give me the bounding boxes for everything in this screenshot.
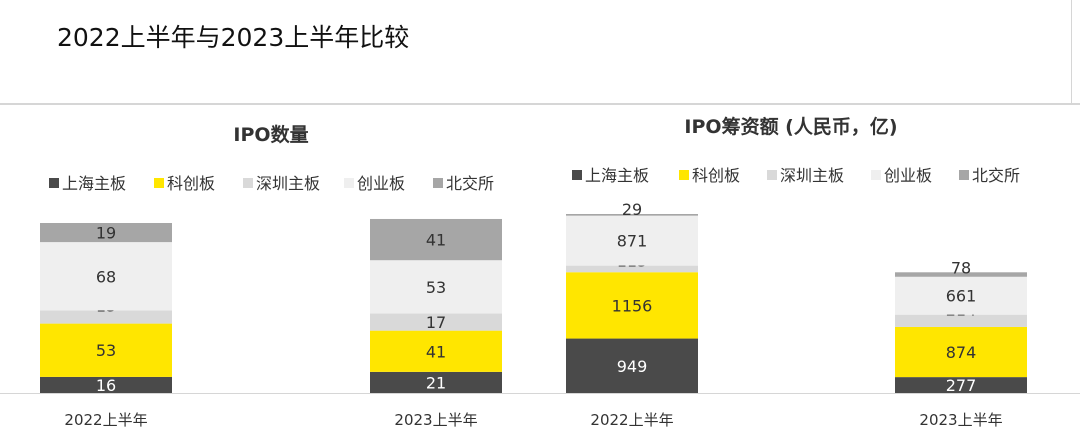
data-label: 1156 [612,296,653,315]
bar-segment [370,313,502,331]
bar-segment [370,218,502,261]
data-label: 29 [622,200,642,219]
data-label: 17 [426,313,446,332]
legend-label: 上海主板 [62,174,126,193]
bar-segment [895,314,1027,327]
legend-label: 深圳主板 [780,166,844,185]
legend-swatch [433,178,443,188]
bar-segment [895,272,1027,277]
data-label: 19 [96,224,116,243]
legend-swatch [959,170,969,180]
legend-swatch [243,178,253,188]
category-label: 2023上半年 [394,411,477,429]
page-title: 2022上半年与2023上半年比较 [57,23,410,52]
bar-segment [566,265,698,273]
bar-segment [895,326,1027,378]
category-label: 2022上半年 [64,411,147,429]
data-label: 41 [426,342,446,361]
bar-segment [895,377,1027,393]
bar-segment [40,223,172,243]
legend-swatch [154,178,164,188]
bar-segment [566,272,698,339]
data-label: 53 [426,278,446,297]
header-panel-edge [1071,0,1072,103]
bar-segment [566,215,698,266]
bar-segment [895,276,1027,315]
category-label: 2023上半年 [919,411,1002,429]
legend-swatch [679,170,689,180]
legend-label: 创业板 [884,166,932,185]
data-label: 78 [951,258,971,277]
legend-label: 深圳主板 [256,174,320,193]
bar-segment [370,330,502,372]
bar-segment [40,310,172,324]
data-label: 21 [426,373,446,392]
legend-label: 创业板 [357,174,405,193]
legend-label: 科创板 [692,166,740,185]
legend-label: 北交所 [446,174,494,193]
data-label: 53 [96,341,116,360]
bar-segment [40,242,172,311]
legend-label: 北交所 [972,166,1020,185]
data-label: 16 [96,376,116,395]
data-label: 277 [946,376,977,395]
legend-label: 上海主板 [585,166,649,185]
axis-divider [0,393,1080,394]
bar-segment [370,260,502,314]
chart-title: IPO筹资额 (人民币，亿) [684,115,897,138]
chart-title: IPO数量 [233,123,308,146]
bar-segment [566,214,698,216]
legend-swatch [572,170,582,180]
data-label: 68 [96,267,116,286]
data-label: 874 [946,343,977,362]
category-label: 2022上半年 [590,411,673,429]
data-label: 661 [946,287,977,306]
header-panel [0,0,1080,105]
bar-segment [566,338,698,393]
data-label: 871 [617,232,648,251]
legend-label: 科创板 [167,174,215,193]
legend-swatch [767,170,777,180]
data-label: 949 [617,357,648,376]
legend-swatch [344,178,354,188]
legend-swatch [871,170,881,180]
bar-segment [370,371,502,393]
bar-segment [40,376,172,393]
bar-segment [40,323,172,377]
data-label: 41 [426,231,446,250]
legend-swatch [49,178,59,188]
